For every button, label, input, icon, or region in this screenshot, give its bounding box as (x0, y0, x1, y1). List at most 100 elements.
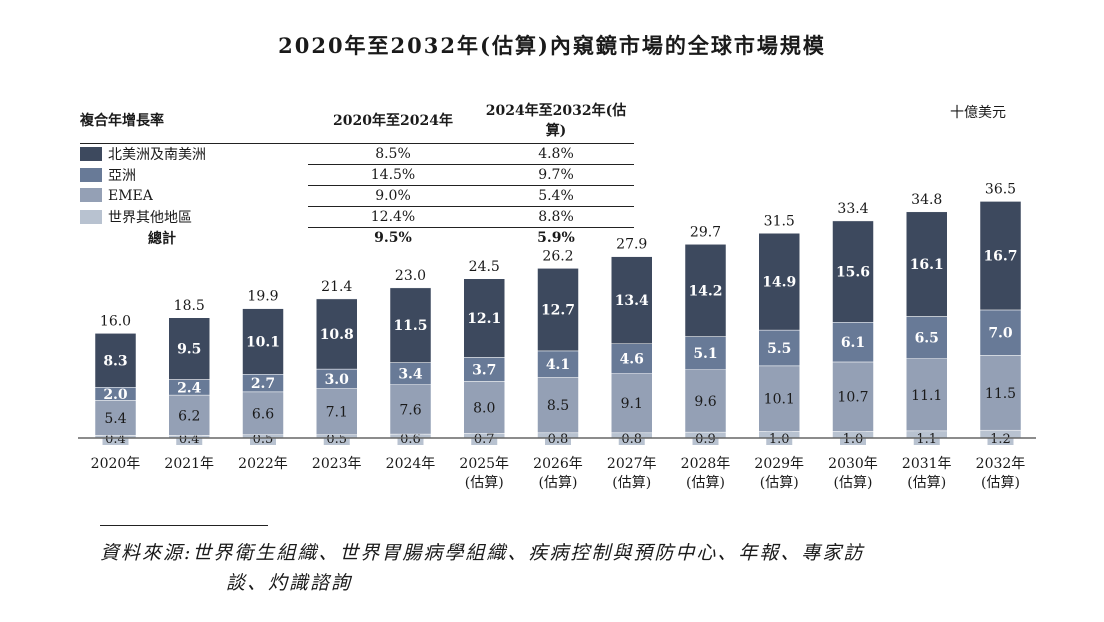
source-line-1: 資料來源:世界衛生組織、世界胃腸病學組織、疾病控制與預防中心、年報、專家訪 (100, 542, 865, 564)
bar-segment (242, 308, 284, 375)
value-label: 1.0 (769, 432, 790, 447)
value-label: 9.6 (694, 394, 716, 410)
period-header-2: 2024年至2032年(估算) (478, 100, 634, 144)
bar-segment (537, 377, 579, 434)
legend-row: 北美洲及南美洲 8.5% 4.8% (80, 143, 634, 165)
value-label: 7.0 (988, 326, 1013, 342)
source-line-2: 談、灼識諮詢 (226, 572, 353, 594)
x-tick-label: (估算) (981, 475, 1020, 491)
bar-segment (168, 394, 210, 436)
value-label: 8.0 (473, 400, 495, 416)
legend-row: 亞洲 14.5% 9.7% (80, 164, 634, 186)
total-label: 23.0 (395, 268, 426, 284)
value-label: 12.7 (541, 303, 575, 319)
x-tick-label: 2031年 (902, 456, 952, 472)
value-label: 11.5 (985, 386, 1016, 402)
value-label: 0.4 (105, 432, 126, 447)
unit-label: 十億美元 (950, 105, 1006, 121)
x-tick-label: 2022年 (238, 456, 288, 472)
value-label: 2.7 (251, 376, 275, 392)
bar-segment (832, 220, 874, 323)
value-label: 12.1 (467, 311, 501, 327)
value-label: 2.4 (177, 380, 202, 396)
legend-swatch (80, 210, 102, 224)
total-label: 27.9 (616, 237, 647, 253)
x-tick-label: 2027年 (607, 456, 657, 472)
x-tick-label: 2032年 (976, 456, 1026, 472)
cagr-header: 複合年增長率 (80, 100, 308, 144)
value-label: 3.0 (325, 372, 350, 388)
legend-swatch (80, 188, 102, 202)
value-label: 0.9 (695, 432, 716, 447)
bar-segment (611, 343, 653, 374)
bar-segment (463, 278, 505, 358)
x-tick-label: 2029年 (754, 456, 804, 472)
total-label: 33.4 (837, 201, 868, 217)
bar-segment (979, 309, 1022, 356)
cagr-value: 12.4% (308, 206, 478, 228)
value-label: 6.1 (841, 335, 865, 351)
total-label: 31.5 (764, 213, 795, 229)
bar-segment (979, 355, 1022, 431)
x-tick-label: (估算) (834, 475, 873, 491)
bar-segment (906, 316, 948, 359)
value-label: 5.1 (693, 346, 717, 362)
value-label: 10.8 (320, 327, 354, 343)
value-label: 10.1 (764, 392, 795, 408)
value-label: 4.1 (546, 357, 570, 373)
total-label: 19.9 (247, 289, 278, 305)
value-label: 8.5 (547, 398, 569, 414)
value-label: 14.2 (688, 283, 722, 299)
value-label: 5.4 (104, 411, 126, 427)
value-label: 3.4 (398, 367, 423, 383)
bar-segment (94, 400, 137, 436)
bar-segment (611, 373, 653, 434)
total-row: 總計 9.5% 5.9% (80, 228, 634, 249)
bar-segment (463, 357, 505, 382)
value-label: 10.1 (246, 334, 280, 350)
x-tick-label: (估算) (760, 475, 799, 491)
bar-segment (168, 317, 210, 380)
value-label: 9.1 (621, 396, 643, 412)
bar-segment (389, 287, 432, 363)
x-tick-label: 2020年 (91, 456, 141, 472)
cagr-value: 9.7% (478, 164, 634, 186)
bar-segment (684, 369, 727, 433)
value-label: 9.5 (177, 342, 201, 358)
legend-swatch (80, 147, 102, 162)
bar-segment (389, 384, 432, 435)
bar-segment (758, 233, 800, 331)
x-tick-label: (估算) (686, 475, 725, 491)
source-divider (100, 525, 268, 526)
bar-segment (832, 322, 874, 363)
chart-title: 2020年至2032年(估算)內窺鏡市場的全球市場規模 (278, 33, 826, 58)
bar-segment (832, 361, 874, 432)
value-label: 10.7 (837, 390, 868, 406)
cagr-value: 9.0% (308, 185, 478, 207)
value-label: 11.1 (911, 388, 942, 404)
bar-segment (906, 211, 948, 317)
value-label: 0.4 (179, 432, 200, 447)
value-label: 7.6 (399, 402, 421, 418)
value-label: 3.7 (472, 362, 496, 378)
total-label: 24.5 (469, 259, 500, 275)
value-label: 16.1 (910, 257, 944, 273)
source-note: 資料來源:世界衛生組織、世界胃腸病學組織、疾病控制與預防中心、年報、專家訪 談、… (100, 538, 1040, 598)
total-label: 21.4 (321, 279, 352, 295)
value-label: 6.2 (178, 408, 200, 424)
bar-segment (316, 298, 358, 370)
value-label: 4.6 (620, 352, 644, 368)
value-label: 0.5 (253, 432, 274, 447)
bar-segment (979, 201, 1022, 311)
bar-segment (463, 381, 505, 434)
value-label: 0.8 (621, 432, 642, 447)
total-label: 36.5 (985, 181, 1016, 197)
x-tick-label: (估算) (465, 475, 504, 491)
total-label: 16.0 (100, 313, 131, 329)
total-label: 26.2 (542, 248, 573, 264)
value-label: 0.8 (548, 432, 569, 447)
value-label: 11.5 (393, 318, 427, 334)
x-tick-label: (估算) (907, 475, 946, 491)
